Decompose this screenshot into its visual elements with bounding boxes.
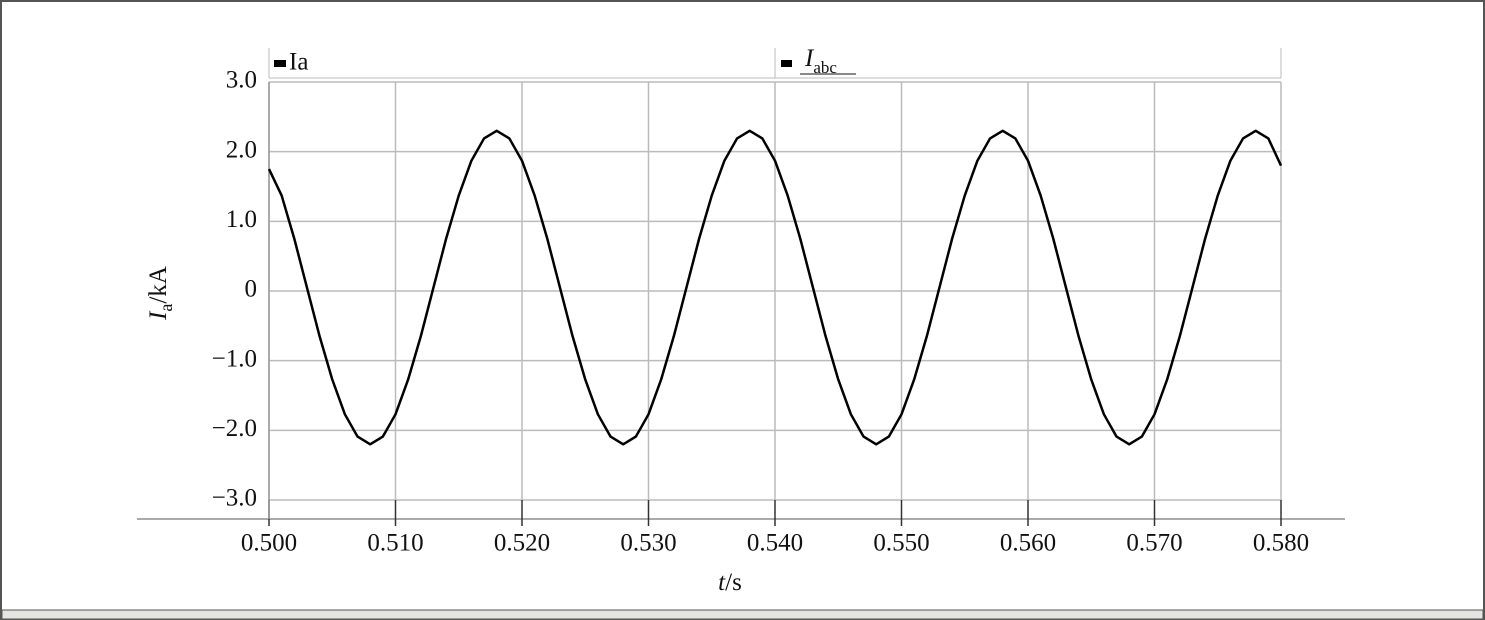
y-tick-label: −3.0 (212, 485, 257, 512)
x-label-rest: /s (725, 569, 742, 596)
legend-label: Ia (289, 49, 308, 76)
legend-swatch (781, 60, 792, 67)
x-tick-label: 0.510 (367, 530, 423, 557)
x-axis-label: t/s (718, 569, 742, 596)
x-tick-label: 0.530 (620, 530, 676, 557)
y-label-sub: a (156, 304, 176, 312)
y-tick-label: −1.0 (212, 345, 257, 372)
x-tick-label: 0.540 (747, 530, 803, 557)
legend-swatch (274, 60, 286, 67)
y-label-main: I (145, 310, 172, 321)
y-tick-label: −2.0 (212, 415, 257, 442)
x-tick-label: 0.560 (1000, 530, 1056, 557)
x-tick-label: 0.520 (494, 530, 550, 557)
y-tick-label: 0 (245, 276, 258, 303)
x-tick-label: 0.550 (873, 530, 929, 557)
legend-title: Iabc (804, 45, 837, 77)
series-line (267, 129, 1283, 446)
x-tick-label: 0.570 (1126, 530, 1182, 557)
y-tick-label: 2.0 (226, 136, 257, 163)
legend-title-main: I (804, 45, 815, 72)
x-tick-label: 0.580 (1253, 530, 1309, 557)
y-label-rest: /kA (145, 266, 172, 304)
y-tick-label: 1.0 (226, 206, 257, 233)
y-tick-label: 3.0 (226, 67, 257, 94)
status-band (1, 609, 1484, 620)
x-label-main: t (718, 569, 726, 596)
legend-title-sub: abc (813, 58, 837, 77)
x-tick-label: 0.500 (241, 530, 297, 557)
y-axis-label: Ia/kA (145, 266, 176, 321)
